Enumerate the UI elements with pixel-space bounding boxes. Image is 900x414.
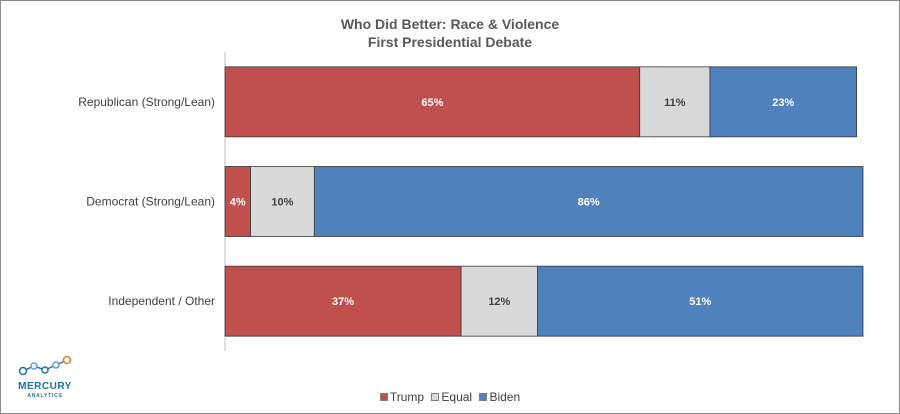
bar-equal-independent-other xyxy=(460,265,539,337)
legend-swatch-biden xyxy=(479,393,488,401)
bar-trump-democrat-strong-lean xyxy=(224,166,251,237)
legend-swatch-trump xyxy=(379,393,388,401)
legend-swatch-equal xyxy=(431,393,440,401)
category-label-democrat-strong-lean: Democrat (Strong/Lean) xyxy=(86,195,215,209)
data-label-trump-democrat-strong-lean: 4% xyxy=(230,197,246,209)
bar-biden-democrat-strong-lean xyxy=(313,166,864,237)
data-label-biden-democrat-strong-lean: 86% xyxy=(578,197,600,209)
chart-legend: Trump Equal Biden xyxy=(0,390,900,404)
category-label-republican-strong-lean: Republican (Strong/Lean) xyxy=(78,95,215,109)
mercury-analytics-logo: MERCURY ANALYTICS xyxy=(10,352,80,402)
bar-biden-independent-other xyxy=(537,265,864,337)
bar-trump-independent-other xyxy=(224,265,462,337)
bar-trump-republican-strong-lean xyxy=(224,66,641,138)
legend-item-biden: Biden xyxy=(479,390,520,404)
bar-biden-republican-strong-lean xyxy=(709,66,858,138)
bar-equal-democrat-strong-lean xyxy=(250,166,315,237)
data-label-equal-democrat-strong-lean: 10% xyxy=(271,197,293,209)
data-label-biden-republican-strong-lean: 23% xyxy=(772,97,794,109)
data-label-biden-independent-other: 51% xyxy=(689,296,711,308)
category-label-independent-other: Independent / Other xyxy=(108,294,215,308)
legend-label-biden: Biden xyxy=(489,390,521,404)
legend-label-trump: Trump xyxy=(389,390,425,404)
legend-item-trump: Trump xyxy=(379,390,425,404)
data-label-trump-independent-other: 37% xyxy=(332,296,354,308)
legend-label-equal: Equal xyxy=(441,390,473,404)
logo-subtext: ANALYTICS xyxy=(27,393,63,399)
data-label-equal-republican-strong-lean: 11% xyxy=(664,97,686,109)
data-label-equal-independent-other: 12% xyxy=(488,296,510,308)
bar-equal-republican-strong-lean xyxy=(639,66,711,138)
logo-wordmark: MERCURY xyxy=(18,381,72,392)
legend-item-equal: Equal xyxy=(431,390,472,404)
data-label-trump-republican-strong-lean: 65% xyxy=(421,97,443,109)
chart-subtitle: First Presidential Debate xyxy=(367,34,533,50)
logo-graph-icon xyxy=(18,355,72,376)
chart-title: Who Did Better: Race & Violence xyxy=(340,16,560,32)
